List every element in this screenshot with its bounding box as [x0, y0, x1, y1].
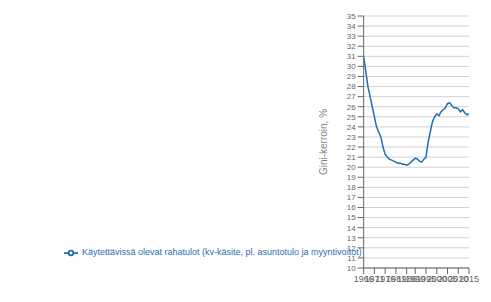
svg-text:25: 25 — [347, 113, 356, 122]
svg-text:29: 29 — [347, 72, 356, 81]
svg-text:16: 16 — [347, 203, 356, 212]
svg-text:18: 18 — [347, 183, 356, 192]
svg-text:23: 23 — [347, 133, 356, 142]
svg-text:Gini-kerroin, %: Gini-kerroin, % — [318, 109, 329, 175]
svg-text:14: 14 — [347, 224, 356, 233]
svg-text:28: 28 — [347, 82, 356, 91]
svg-text:12: 12 — [347, 244, 356, 253]
svg-text:19: 19 — [347, 173, 356, 182]
svg-text:30: 30 — [347, 62, 356, 71]
svg-text:33: 33 — [347, 32, 356, 41]
svg-text:10: 10 — [347, 264, 356, 273]
svg-text:31: 31 — [347, 52, 356, 61]
svg-text:2015: 2015 — [459, 274, 479, 284]
svg-text:27: 27 — [347, 92, 356, 101]
svg-text:22: 22 — [347, 143, 356, 152]
svg-text:15: 15 — [347, 213, 356, 222]
svg-text:26: 26 — [347, 103, 356, 112]
svg-text:24: 24 — [347, 123, 356, 132]
svg-text:35: 35 — [347, 12, 356, 21]
svg-text:17: 17 — [347, 193, 356, 202]
svg-text:21: 21 — [347, 153, 356, 162]
svg-text:20: 20 — [347, 163, 356, 172]
svg-text:32: 32 — [347, 42, 356, 51]
svg-text:11: 11 — [347, 254, 356, 263]
svg-text:34: 34 — [347, 22, 356, 31]
svg-text:13: 13 — [347, 234, 356, 243]
